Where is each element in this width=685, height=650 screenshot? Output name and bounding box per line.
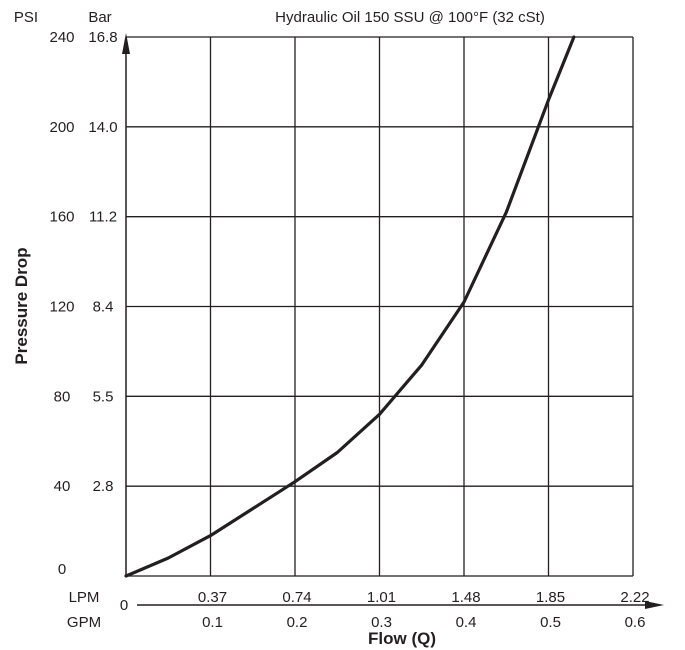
x-tick-label-lpm: 1.85	[536, 589, 565, 606]
grid-layer	[126, 36, 634, 576]
y-tick-label-psi: 200	[49, 119, 74, 136]
x-tick-label-gpm: 0.4	[456, 614, 477, 631]
x-tick-label-lpm: 2.22	[620, 589, 649, 606]
x-axis-arrow-icon	[645, 601, 664, 609]
x-unit-lpm-label: LPM	[69, 589, 100, 606]
x-tick-label-gpm: 0.2	[287, 614, 308, 631]
y-tick-label-psi: 40	[54, 478, 71, 495]
chart-title: Hydraulic Oil 150 SSU @ 100°F (32 cSt)	[275, 9, 545, 26]
y-tick-label-bar: 8.4	[93, 299, 114, 316]
y-axis-title: Pressure Drop	[12, 247, 31, 364]
axis-layer	[122, 33, 664, 609]
x-tick-label-lpm: 0.37	[198, 589, 227, 606]
y-tick-label-bar: 14.0	[88, 119, 117, 136]
y-tick-label-psi: 240	[49, 29, 74, 46]
x-axis-title: Flow (Q)	[368, 629, 436, 648]
y-tick-label-psi: 160	[49, 209, 74, 226]
y-tick-label-bar: 2.8	[93, 478, 114, 495]
y-axis-arrow-icon	[122, 33, 130, 54]
x-tick-label-gpm: 0.3	[371, 614, 392, 631]
y-unit-bar-label: Bar	[88, 9, 111, 26]
x-tick-label-lpm: 1.01	[367, 589, 396, 606]
x-unit-gpm-label: GPM	[67, 614, 101, 631]
y-unit-psi-label: PSI	[14, 9, 38, 26]
x-tick-label-gpm: 0.1	[202, 614, 223, 631]
x-tick-label-lpm: 1.48	[451, 589, 480, 606]
series-layer	[124, 35, 576, 578]
tick-layer: 0 40 80 120 160 200 240 2.8 5.5 8.4 11.2 14.0 16.8 0.…	[49, 29, 649, 631]
y-tick-label-bar: 11.2	[89, 209, 117, 226]
x-tick-label-gpm: 0.6	[625, 614, 646, 631]
pressure-drop-curve	[124, 35, 576, 578]
y-tick-label-bar: 5.5	[93, 388, 114, 405]
x-tick-label-gpm: 0	[120, 597, 128, 614]
x-tick-label-lpm: 0.74	[282, 589, 311, 606]
y-tick-label-psi: 0	[58, 561, 66, 578]
x-tick-label-gpm: 0.5	[540, 614, 561, 631]
y-tick-label-bar: 16.8	[88, 29, 117, 46]
y-tick-label-psi: 120	[49, 299, 74, 316]
y-tick-label-psi: 80	[54, 388, 71, 405]
